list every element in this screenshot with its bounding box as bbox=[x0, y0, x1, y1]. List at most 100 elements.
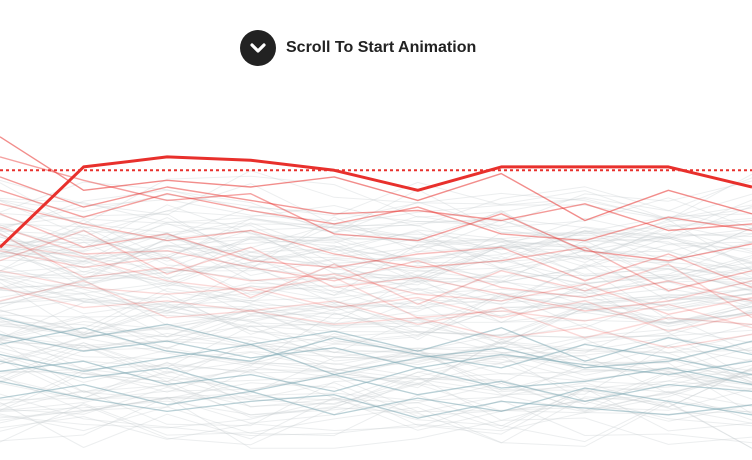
background-series-line bbox=[0, 372, 752, 412]
red-series-line bbox=[0, 250, 752, 319]
background-series-line bbox=[0, 231, 752, 273]
background-series-line bbox=[0, 342, 752, 386]
background-series-line bbox=[0, 393, 752, 436]
background-series-line bbox=[0, 216, 752, 271]
scroll-to-start-button[interactable]: Scroll To Start Animation bbox=[240, 30, 476, 66]
background-series-line bbox=[0, 338, 752, 364]
background-series-line bbox=[0, 230, 752, 262]
background-series-line bbox=[0, 368, 752, 405]
background-series-line bbox=[0, 282, 752, 336]
background-series-line bbox=[0, 173, 752, 221]
teal-series-line bbox=[0, 317, 752, 362]
red-series-line bbox=[0, 156, 752, 262]
background-series-line bbox=[0, 388, 752, 437]
background-series-line bbox=[0, 230, 752, 280]
red-series-line bbox=[0, 226, 752, 302]
background-series-line bbox=[0, 396, 752, 449]
background-series-line bbox=[0, 396, 752, 449]
red-series-line bbox=[0, 189, 752, 242]
line-chart bbox=[0, 100, 752, 460]
background-series-line bbox=[0, 223, 752, 272]
background-series-line bbox=[0, 238, 752, 264]
background-series-line bbox=[0, 265, 752, 313]
background-series-line bbox=[0, 362, 752, 415]
red-series-line bbox=[0, 233, 752, 316]
background-series-line bbox=[0, 207, 752, 255]
background-series-line bbox=[0, 189, 752, 234]
background-series-line bbox=[0, 382, 752, 415]
background-series-line bbox=[0, 267, 752, 321]
background-series-line bbox=[0, 285, 752, 317]
background-series-line bbox=[0, 222, 752, 271]
scroll-to-start-label: Scroll To Start Animation bbox=[286, 39, 477, 56]
red-series-line bbox=[0, 286, 752, 349]
red-series-line bbox=[0, 280, 752, 339]
background-series-line bbox=[0, 218, 752, 259]
background-series-line bbox=[0, 210, 752, 260]
background-series-line bbox=[0, 340, 752, 384]
background-series-line bbox=[0, 237, 752, 290]
teal-series-line bbox=[0, 383, 752, 416]
background-series-line bbox=[0, 217, 752, 270]
background-series-line bbox=[0, 189, 752, 234]
background-series-line bbox=[0, 245, 752, 283]
background-series-line bbox=[0, 332, 752, 384]
background-series-line bbox=[0, 175, 752, 225]
red-series-line bbox=[0, 229, 752, 312]
background-series-line bbox=[0, 335, 752, 385]
background-series-line bbox=[0, 288, 752, 330]
background-series-line bbox=[0, 273, 752, 324]
chart-svg bbox=[0, 136, 752, 449]
background-series-line bbox=[0, 192, 752, 229]
background-series-line bbox=[0, 199, 752, 251]
background-series-line bbox=[0, 221, 752, 263]
background-series-line bbox=[0, 338, 752, 393]
background-series-line bbox=[0, 305, 752, 354]
background-series-line bbox=[0, 251, 752, 292]
background-series-line bbox=[0, 186, 752, 237]
background-series-line bbox=[0, 237, 752, 281]
highlight-series-line bbox=[0, 155, 752, 249]
red-lines-group bbox=[0, 136, 752, 349]
background-series-line bbox=[0, 292, 752, 343]
background-series-line bbox=[0, 338, 752, 391]
background-series-line bbox=[0, 296, 752, 345]
background-series-line bbox=[0, 277, 752, 327]
background-series-line bbox=[0, 281, 752, 328]
background-series-line bbox=[0, 358, 752, 411]
background-series-line bbox=[0, 227, 752, 279]
red-series-line bbox=[0, 213, 752, 289]
red-series-line bbox=[0, 270, 752, 332]
background-series-line bbox=[0, 275, 752, 312]
background-series-line bbox=[0, 211, 752, 259]
background-series-line bbox=[0, 351, 752, 393]
background-series-line bbox=[0, 230, 752, 278]
background-series-line bbox=[0, 235, 752, 270]
teal-series-line bbox=[0, 333, 752, 376]
background-series-line bbox=[0, 399, 752, 444]
teal-series-line bbox=[0, 360, 752, 393]
background-series-line bbox=[0, 401, 752, 449]
background-series-line bbox=[0, 309, 752, 352]
background-series-line bbox=[0, 238, 752, 286]
background-series-line bbox=[0, 399, 752, 443]
background-series-line bbox=[0, 276, 752, 316]
red-series-line bbox=[0, 203, 752, 292]
background-series-line bbox=[0, 354, 752, 407]
background-series-line bbox=[0, 212, 752, 253]
teal-lines-group bbox=[0, 317, 752, 419]
background-series-line bbox=[0, 264, 752, 312]
background-series-line bbox=[0, 292, 752, 337]
background-series-line bbox=[0, 283, 752, 320]
background-series-line bbox=[0, 255, 752, 293]
highlight-line-group bbox=[0, 155, 752, 249]
background-series-line bbox=[0, 224, 752, 268]
background-series-line bbox=[0, 289, 752, 341]
background-series-line bbox=[0, 296, 752, 343]
red-series-line bbox=[0, 243, 752, 329]
background-series-line bbox=[0, 263, 752, 306]
background-series-line bbox=[0, 237, 752, 285]
background-series-line bbox=[0, 277, 752, 323]
background-series-line bbox=[0, 293, 752, 345]
background-series-line bbox=[0, 205, 752, 244]
